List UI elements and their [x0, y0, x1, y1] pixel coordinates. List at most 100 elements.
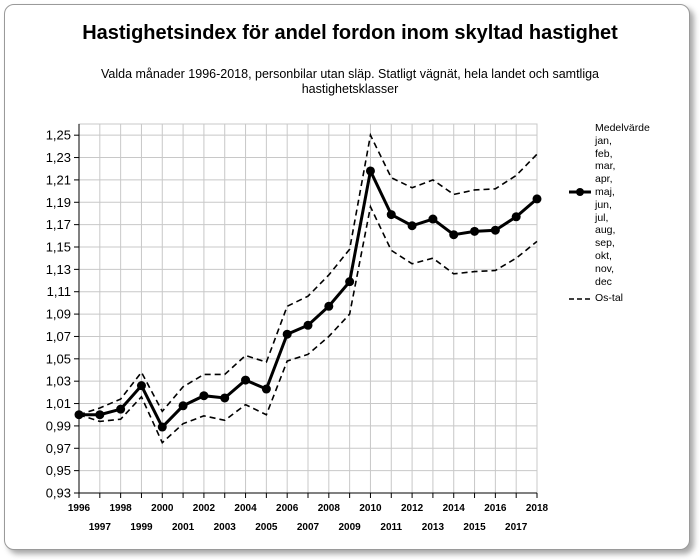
legend-solid-line-marker	[568, 186, 592, 198]
legend-label: nov,	[595, 262, 615, 275]
legend-swatch-spacer	[568, 135, 592, 147]
y-tick-label: 1,23	[46, 150, 71, 165]
legend-swatch-spacer	[568, 225, 592, 237]
legend: Medelvärde jan, feb, mar, apr, maj, jun, jul, au…	[568, 122, 688, 305]
legend-swatch-spacer	[568, 238, 592, 250]
data-point	[303, 320, 313, 330]
legend-swatch-spacer	[568, 161, 592, 173]
y-tick-label: 0,97	[46, 441, 71, 456]
legend-label: aug,	[595, 224, 616, 237]
legend-dashed-group: Os-tal	[568, 292, 688, 305]
data-point	[95, 410, 105, 420]
data-point	[511, 212, 521, 222]
legend-swatch-spacer	[568, 250, 592, 262]
x-tick-label: 2015	[463, 522, 486, 533]
axis-layer: 0,93 0,95 0,97 0,99 1,01 1,03 1,05 1,07 1,09 1,11…	[46, 124, 549, 533]
legend-swatch-spacer	[568, 148, 592, 160]
y-tick-label: 1,25	[46, 128, 71, 143]
legend-row: jun,	[568, 199, 688, 212]
y-tick-label: 1,21	[46, 172, 71, 187]
x-tick-label: 2011	[380, 522, 402, 533]
chart-title: Hastighetsindex för andel fordon inom sk…	[82, 22, 618, 44]
legend-row: nov,	[568, 263, 688, 276]
data-point	[116, 404, 126, 414]
series-line-dashed-1	[78, 132, 538, 416]
data-point	[199, 391, 209, 401]
x-tick-label: 2005	[255, 522, 278, 533]
data-point	[282, 329, 292, 339]
legend-label: maj,	[595, 185, 615, 198]
x-tick-label: 2001	[172, 522, 195, 533]
y-tick-label: 0,95	[46, 463, 71, 478]
y-tick-label: 1,05	[46, 351, 71, 366]
data-point	[136, 381, 146, 391]
series-line-dashed-2	[78, 204, 538, 445]
data-point	[470, 226, 480, 236]
legend-solid-group: Medelvärde jan, feb, mar, apr, maj, jun, jul, au…	[568, 122, 688, 288]
x-tick-label: 2013	[422, 522, 445, 533]
data-point	[345, 277, 355, 287]
x-tick-label: 2016	[484, 503, 507, 514]
y-tick-label: 1,09	[46, 307, 71, 322]
data-point	[386, 210, 396, 220]
x-tick-label: 2004	[234, 503, 257, 514]
legend-row: aug,	[568, 224, 688, 237]
legend-swatch-spacer	[568, 199, 592, 211]
data-point	[449, 230, 459, 240]
x-tick-label: 2000	[151, 503, 174, 514]
legend-row: sep,	[568, 237, 688, 250]
legend-label: mar,	[595, 160, 616, 173]
data-point	[428, 214, 438, 224]
legend-label: okt,	[595, 249, 612, 262]
legend-row: mar,	[568, 160, 688, 173]
data-point	[532, 194, 542, 204]
legend-label: sep,	[595, 237, 615, 250]
data-point	[324, 301, 334, 311]
grid-layer	[78, 123, 538, 494]
x-tick-label: 2003	[214, 522, 237, 533]
data-point	[261, 384, 271, 394]
y-tick-label: 1,03	[46, 374, 71, 389]
legend-row: dec	[568, 276, 688, 289]
legend-swatch-spacer	[568, 276, 592, 288]
legend-row: jan,	[568, 135, 688, 148]
legend-row: maj,	[568, 186, 688, 199]
chart-subtitle: Valda månader 1996-2018, personbilar uta…	[100, 67, 599, 96]
y-tick-label: 1,19	[46, 195, 71, 210]
data-point	[157, 422, 167, 432]
y-tick-label: 0,99	[46, 418, 71, 433]
x-tick-label: 2014	[443, 503, 466, 514]
data-point	[490, 225, 500, 235]
x-tick-label: 2002	[193, 503, 216, 514]
x-tick-label: 2007	[297, 522, 320, 533]
y-tick-label: 0,93	[46, 486, 71, 501]
x-tick-label: 2018	[526, 503, 549, 514]
x-tick-label: 2008	[318, 503, 341, 514]
x-tick-label: 1996	[68, 503, 91, 514]
x-tick-label: 1999	[130, 522, 153, 533]
legend-dashed-line-marker	[568, 293, 592, 305]
x-tick-label: 1998	[110, 503, 133, 514]
legend-row: feb,	[568, 148, 688, 161]
legend-label: dec	[595, 275, 612, 288]
y-tick-label: 1,01	[46, 396, 71, 411]
legend-swatch-spacer	[568, 212, 592, 224]
x-tick-label: 2010	[359, 503, 382, 514]
y-tick-label: 1,15	[46, 240, 71, 255]
y-tick-label: 1,13	[46, 262, 71, 277]
legend-row: Medelvärde	[568, 122, 688, 135]
x-tick-label: 2012	[401, 503, 424, 514]
legend-label: jan,	[595, 134, 612, 147]
x-tick-label: 1997	[89, 522, 112, 533]
legend-row: okt,	[568, 250, 688, 263]
legend-label: jun,	[595, 198, 612, 211]
legend-label: Os-tal	[595, 292, 624, 305]
y-tick-label: 1,11	[47, 284, 71, 299]
legend-swatch-spacer	[568, 174, 592, 186]
legend-label: feb,	[595, 147, 613, 160]
legend-swatch-spacer	[568, 263, 592, 275]
legend-label: jul,	[595, 211, 609, 224]
legend-row: jul,	[568, 212, 688, 225]
x-tick-label: 2017	[505, 522, 528, 533]
